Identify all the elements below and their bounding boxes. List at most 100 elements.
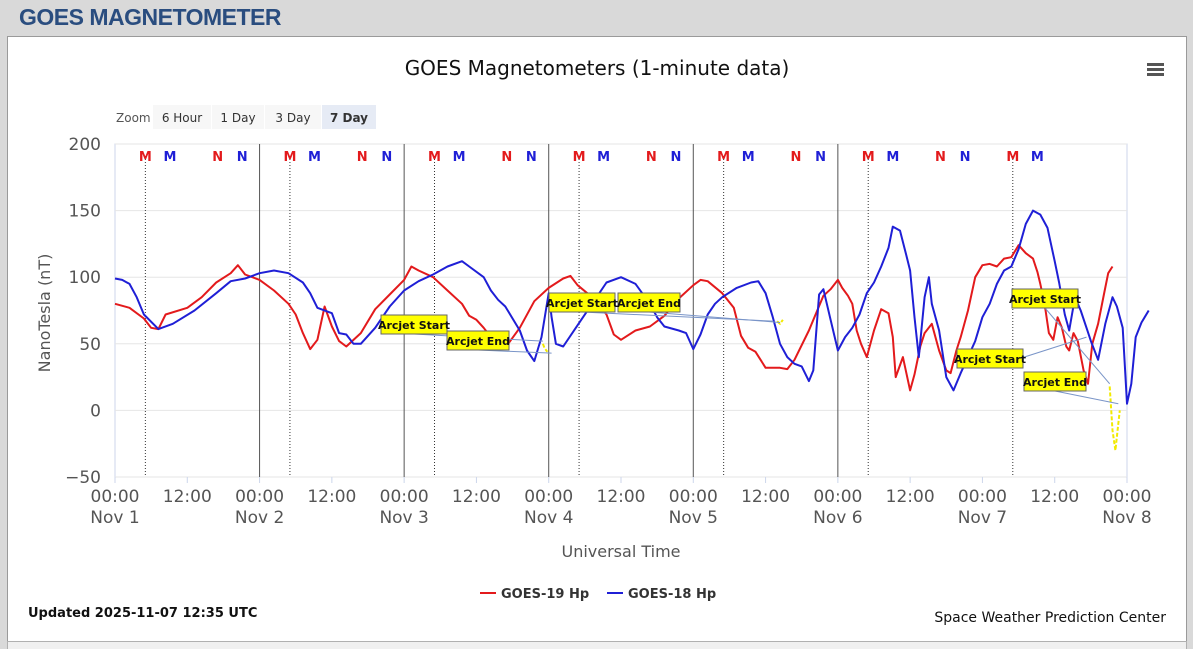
x-tick-time: 00:00 [235,487,284,507]
marker-n: N [501,150,512,165]
marker-m: M [308,150,321,165]
zoom-label: Zoom [116,111,151,125]
hamburger-menu-icon[interactable] [1144,59,1166,81]
zoom-1-day-button[interactable]: 1 Day [212,105,264,129]
zoom-button-bg[interactable] [265,105,321,129]
marker-n: N [381,150,392,165]
x-tick-date: Nov 2 [235,508,284,528]
annotation-connector [648,311,781,323]
zoom-7-day-button[interactable]: 7 Day [322,105,376,129]
marker-m: M [163,150,176,165]
marker-m: M [139,150,152,165]
marker-n: N [357,150,368,165]
annotation-box [380,314,448,335]
x-tick-date: Nov 1 [90,508,139,528]
y-tick-label: 200 [69,135,101,155]
chart-title: GOES Magnetometers (1-minute data) [405,56,790,80]
annotation-label: Arcjet End [1023,376,1087,389]
annotation-box [1023,371,1087,392]
series-line-goes-19-hp [114,244,1114,392]
marker-n: N [815,150,826,165]
marker-n: N [670,150,681,165]
zoom-button-bg[interactable] [322,105,376,129]
marker-m: M [1031,150,1044,165]
annotation-box [956,348,1024,369]
marker-m: M [717,150,730,165]
zoom-button-label[interactable]: 3 Day [275,111,310,125]
annotation-connector [477,349,552,354]
arcjet-segment [541,343,549,353]
zoom-button-label[interactable]: 7 Day [330,111,368,125]
marker-n: N [646,150,657,165]
marker-n: N [212,150,223,165]
zoom-button-bg[interactable] [153,105,211,129]
annotation-box [617,292,681,313]
x-tick-date: Nov 6 [813,508,862,528]
marker-m: M [862,150,875,165]
x-tick-time: 00:00 [813,487,862,507]
x-tick-time: 12:00 [307,487,356,507]
marker-n: N [935,150,946,165]
marker-n: N [790,150,801,165]
y-tick-label: 0 [90,401,101,421]
y-axis-label: NanoTesla (nT) [35,254,54,373]
marker-m: M [453,150,466,165]
marker-m: M [742,150,755,165]
x-tick-time: 12:00 [1030,487,1079,507]
x-tick-time: 12:00 [741,487,790,507]
page-title: GOES MAGNETOMETER [19,4,282,30]
zoom-3-day-button[interactable]: 3 Day [265,105,321,129]
x-tick-time: 12:00 [597,487,646,507]
x-tick-time: 12:00 [163,487,212,507]
y-tick-label: 50 [79,335,101,355]
zoom-button-bg[interactable] [212,105,264,129]
y-tick-label: 100 [69,268,101,288]
x-tick-time: 00:00 [524,487,573,507]
marker-m: M [428,150,441,165]
x-tick-time: 00:00 [380,487,429,507]
annotation-label: Arcjet End [446,335,510,348]
marker-m: M [597,150,610,165]
x-tick-time: 00:00 [1103,487,1152,507]
y-tick-label: 150 [69,202,101,222]
x-tick-date: Nov 4 [524,508,573,528]
x-tick-time: 00:00 [669,487,718,507]
y-tick-label: −50 [65,468,101,488]
annotation-label: Arcjet Start [378,319,450,332]
annotation-label: Arcjet Start [546,297,618,310]
annotation-connector [1054,390,1119,405]
annotation-label: Arcjet Start [954,353,1026,366]
marker-m: M [573,150,586,165]
next-panel-edge [7,641,1187,649]
annotation-box [1011,288,1079,309]
marker-n: N [526,150,537,165]
x-tick-time: 12:00 [452,487,501,507]
marker-m: M [1006,150,1019,165]
x-tick-time: 12:00 [886,487,935,507]
x-tick-date: Nov 3 [379,508,428,528]
x-tick-time: 00:00 [958,487,1007,507]
chart-legend: GOES-19 Hp GOES-18 Hp [480,587,716,602]
series-line-goes-18-hp [114,209,1150,405]
marker-n: N [237,150,248,165]
legend-item-label: GOES-18 Hp [628,587,716,602]
marker-n: N [960,150,971,165]
x-tick-date: Nov 8 [1102,508,1151,528]
marker-m: M [283,150,296,165]
chart-container: GOES Magnetometers (1-minute data) Zoom … [7,36,1187,642]
annotation-box [548,292,616,313]
annotation-label: Arcjet End [617,297,681,310]
annotation-box [446,330,510,351]
zoom-button-label[interactable]: 1 Day [220,111,255,125]
zoom-button-label[interactable]: 6 Hour [162,111,202,125]
magnetometer-chart: GOES Magnetometers (1-minute data) Zoom … [28,56,1166,626]
annotation-connector [1044,307,1111,385]
zoom-6-hour-button[interactable]: 6 Hour [153,105,211,129]
x-tick-date: Nov 7 [958,508,1007,528]
annotation-label: Arcjet Start [1009,293,1081,306]
x-axis-label: Universal Time [561,542,680,561]
legend-item-label: GOES-19 Hp [501,587,589,602]
marker-m: M [886,150,899,165]
page-header: GOES MAGNETOMETER [0,0,1193,36]
updated-timestamp: Updated 2025-11-07 12:35 UTC [28,606,257,621]
